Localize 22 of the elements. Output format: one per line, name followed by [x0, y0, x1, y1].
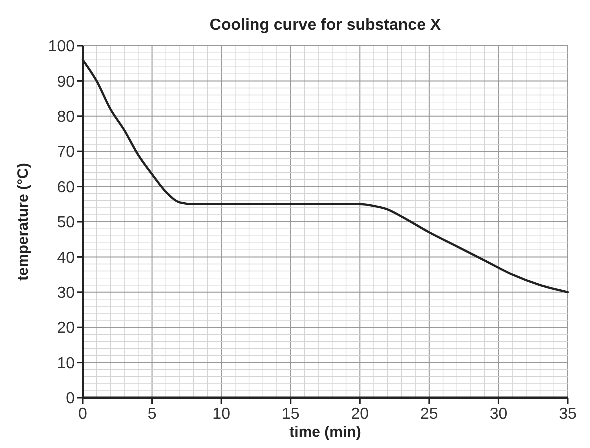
- y-tick-label: 90: [57, 74, 76, 91]
- y-tick-label: 20: [57, 320, 76, 338]
- x-tick-label: 5: [148, 406, 157, 423]
- x-axis-title: time (min): [290, 424, 362, 441]
- y-tick-label: 0: [66, 390, 76, 408]
- y-tick-label: 100: [48, 38, 76, 56]
- chart-title: Cooling curve for substance X: [210, 17, 442, 34]
- x-tick-label: 0: [78, 406, 88, 423]
- y-tick-label: 10: [57, 355, 76, 372]
- y-tick-label: 80: [57, 109, 76, 126]
- x-tick-label: 25: [420, 406, 438, 423]
- y-tick-label: 30: [57, 285, 76, 302]
- x-tick-label: 20: [351, 406, 370, 423]
- x-tick-label: 10: [212, 406, 231, 423]
- y-axis-title: temperature (°C): [15, 163, 32, 281]
- x-tick-label: 15: [282, 406, 300, 423]
- x-tick-label: 30: [490, 406, 508, 423]
- y-tick-label: 70: [57, 144, 76, 162]
- y-tick-label: 60: [57, 179, 76, 196]
- y-tick-label: 40: [57, 250, 76, 267]
- y-tick-label: 50: [57, 214, 76, 232]
- x-tick-label: 35: [559, 406, 577, 423]
